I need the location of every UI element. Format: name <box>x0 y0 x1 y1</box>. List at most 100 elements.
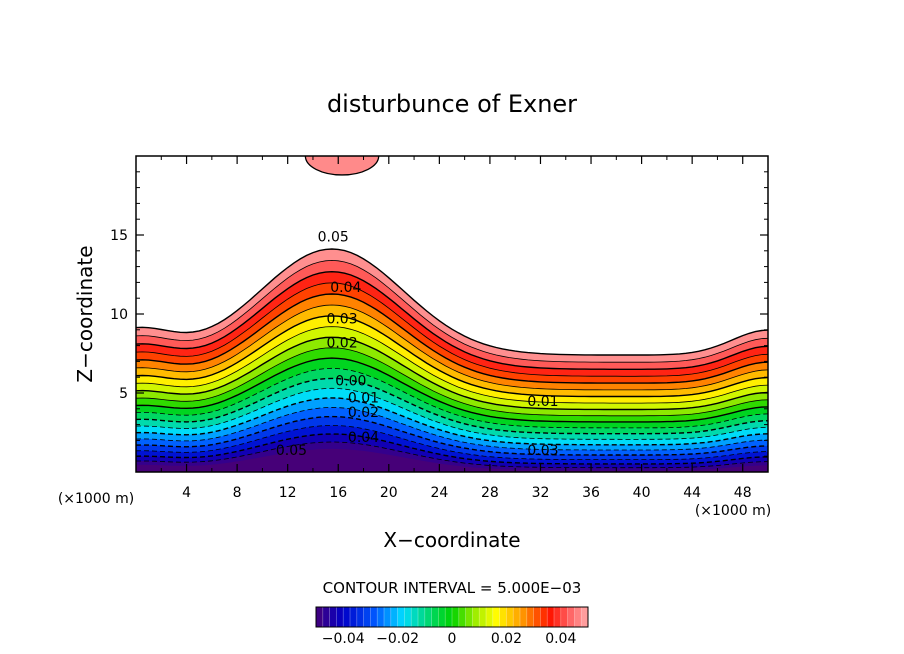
contour-line <box>136 270 768 370</box>
colorbar-swatch <box>465 607 473 627</box>
colorbar-swatch <box>554 607 562 627</box>
contour-label: 0.04 <box>330 280 361 296</box>
contour-label: 0.04 <box>348 430 379 446</box>
contour-line <box>136 357 768 423</box>
colorbar-ticks: −0.04 −0.02 0 0.02 0.04 <box>322 631 577 647</box>
contour-line <box>136 441 768 469</box>
colorbar-swatch <box>336 607 344 627</box>
contour-label: 0.05 <box>318 230 349 246</box>
colorbar-swatch <box>329 607 337 627</box>
colorbar-tick-label: −0.04 <box>322 631 365 647</box>
contour-label: 0.02 <box>326 335 357 351</box>
y-tick-label: 10 <box>110 307 128 323</box>
x-unit-right: (×1000 m) <box>695 503 771 519</box>
contour-interval-caption: CONTOUR INTERVAL = 5.000E−03 <box>323 579 582 597</box>
x-tick-label: 20 <box>380 485 398 501</box>
y-tick-label: 15 <box>110 228 128 244</box>
contour-label: 0.01 <box>348 391 379 407</box>
x-tick-label: 40 <box>633 485 651 501</box>
colorbar-frame <box>315 606 589 628</box>
x-tick-label: 16 <box>329 485 347 501</box>
colorbar-swatch <box>526 607 534 627</box>
contour-label-layer: 0.050.040.030.020.000.010.020.040.050.01… <box>276 230 559 459</box>
contour-label: 0.05 <box>276 443 307 459</box>
x-tick-label: 28 <box>481 485 499 501</box>
colorbar-tick-label: 0 <box>448 631 457 647</box>
colorbar-swatch <box>411 607 419 627</box>
contour-line <box>136 397 768 446</box>
colorbar-swatch <box>513 607 521 627</box>
x-tick-label: 36 <box>582 485 600 501</box>
contour-line <box>136 248 768 356</box>
colorbar-swatch <box>377 607 385 627</box>
colorbar-swatch <box>452 607 460 627</box>
colorbar-swatch <box>540 607 548 627</box>
contour-label: 0.03 <box>326 312 357 328</box>
contour-band-top <box>136 156 768 355</box>
contour-line <box>136 415 768 456</box>
x-tick-label: 24 <box>430 485 448 501</box>
colorbar <box>315 606 589 628</box>
contour-line <box>136 433 768 465</box>
contour-line <box>136 315 768 398</box>
colorbar-swatch <box>363 607 371 627</box>
colorbar-swatch <box>322 607 330 627</box>
x-tick-label: 44 <box>683 485 701 501</box>
colorbar-swatch <box>418 607 426 627</box>
contour-line <box>136 406 768 451</box>
colorbar-tick-label: −0.02 <box>376 631 419 647</box>
colorbar-swatch <box>520 607 528 627</box>
y-tick-label: 5 <box>119 386 128 402</box>
contour-label: 0.02 <box>348 405 379 421</box>
colorbar-swatch <box>547 607 555 627</box>
colorbar-swatch <box>350 607 358 627</box>
x-tick-label: 32 <box>532 485 550 501</box>
x-tick-label: 8 <box>233 485 242 501</box>
x-unit-left: (×1000 m) <box>58 491 134 507</box>
colorbar-swatch <box>397 607 405 627</box>
colorbar-swatch <box>356 607 364 627</box>
colorbar-swatch <box>567 607 575 627</box>
contour-label: 0.03 <box>527 443 558 459</box>
colorbar-swatch <box>438 607 446 627</box>
colorbar-swatch <box>560 607 568 627</box>
contour-line <box>136 326 768 404</box>
contour-fill-layer <box>136 156 768 472</box>
x-axis-label: X−coordinate <box>383 528 520 552</box>
colorbar-swatch <box>492 607 500 627</box>
colorbar-swatch <box>486 607 494 627</box>
contour-line <box>136 282 768 377</box>
y-axis-label: Z−coordinate <box>73 245 97 382</box>
contour-line <box>136 336 768 411</box>
colorbar-swatch <box>581 607 589 627</box>
contour-line <box>136 304 768 391</box>
x-tick-label: 4 <box>182 485 191 501</box>
contour-line-layer <box>136 248 768 469</box>
chart-title: disturbunce of Exner <box>327 90 577 118</box>
x-tick-label: 12 <box>279 485 297 501</box>
contour-line <box>136 377 768 435</box>
colorbar-swatch <box>431 607 439 627</box>
contour-line <box>136 387 768 440</box>
colorbar-swatch <box>384 607 392 627</box>
colorbar-tick-label: 0.02 <box>491 631 522 647</box>
colorbar-swatch <box>472 607 480 627</box>
x-tick-label: 48 <box>734 485 752 501</box>
colorbar-swatch <box>390 607 398 627</box>
colorbar-swatch <box>404 607 412 627</box>
colorbar-swatch <box>445 607 453 627</box>
colorbar-swatch <box>343 607 351 627</box>
contour-label: 0.01 <box>527 394 558 410</box>
colorbar-swatch <box>499 607 507 627</box>
colorbar-swatch <box>479 607 487 627</box>
colorbar-swatch <box>316 607 324 627</box>
contour-line <box>136 259 768 363</box>
colorbar-swatch <box>533 607 541 627</box>
colorbar-swatch <box>506 607 514 627</box>
colorbar-tick-label: 0.04 <box>545 631 576 647</box>
contour-label: 0.00 <box>335 373 366 389</box>
colorbar-swatch <box>424 607 432 627</box>
contour-line <box>136 347 768 417</box>
